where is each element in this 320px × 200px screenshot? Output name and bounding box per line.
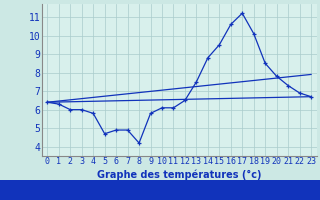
X-axis label: Graphe des températures (°c): Graphe des températures (°c): [97, 169, 261, 180]
